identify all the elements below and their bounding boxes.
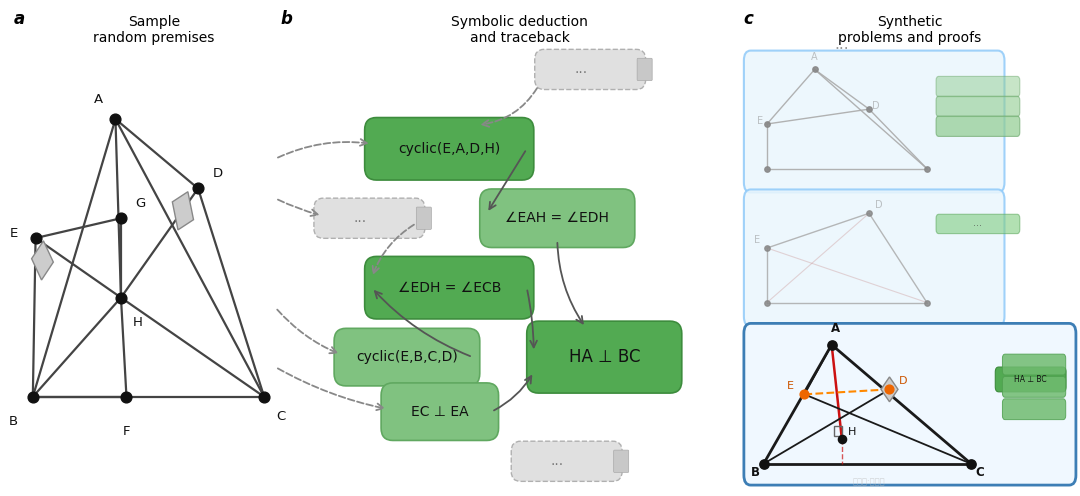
FancyBboxPatch shape bbox=[996, 367, 1066, 392]
Point bbox=[24, 393, 41, 401]
Text: A: A bbox=[94, 93, 104, 106]
FancyBboxPatch shape bbox=[613, 450, 629, 472]
FancyBboxPatch shape bbox=[365, 118, 534, 180]
Text: A: A bbox=[831, 322, 839, 335]
Text: ∠EAH = ∠EDH: ∠EAH = ∠EDH bbox=[505, 211, 609, 225]
Point bbox=[189, 185, 206, 192]
FancyBboxPatch shape bbox=[480, 189, 635, 248]
Point bbox=[758, 244, 775, 252]
Point bbox=[758, 165, 775, 173]
FancyBboxPatch shape bbox=[1002, 399, 1066, 420]
Text: A: A bbox=[811, 52, 818, 62]
Text: D: D bbox=[213, 167, 222, 180]
Text: 公众号·新智元: 公众号·新智元 bbox=[853, 477, 886, 486]
Point bbox=[823, 341, 840, 349]
Text: c: c bbox=[743, 10, 753, 28]
Text: D: D bbox=[872, 101, 880, 111]
Text: ∠EDH = ∠ECB: ∠EDH = ∠ECB bbox=[397, 281, 501, 295]
Text: E: E bbox=[754, 235, 760, 245]
FancyBboxPatch shape bbox=[334, 328, 480, 386]
Text: F: F bbox=[123, 425, 131, 438]
Text: HA ⊥ BC: HA ⊥ BC bbox=[568, 348, 640, 366]
FancyBboxPatch shape bbox=[744, 323, 1076, 485]
Text: EC ⊥ EA: EC ⊥ EA bbox=[411, 405, 469, 419]
FancyBboxPatch shape bbox=[314, 198, 424, 238]
Point bbox=[27, 234, 44, 242]
Point bbox=[918, 165, 935, 173]
Point bbox=[861, 105, 878, 113]
Text: Symbolic deduction
and traceback: Symbolic deduction and traceback bbox=[451, 15, 589, 45]
FancyBboxPatch shape bbox=[936, 96, 1020, 117]
FancyBboxPatch shape bbox=[1002, 354, 1066, 375]
Text: ...: ... bbox=[551, 454, 564, 468]
FancyBboxPatch shape bbox=[637, 58, 652, 80]
Text: Synthetic
problems and proofs: Synthetic problems and proofs bbox=[838, 15, 982, 45]
FancyBboxPatch shape bbox=[744, 189, 1004, 326]
Point bbox=[834, 435, 851, 443]
Text: E: E bbox=[787, 381, 794, 391]
FancyBboxPatch shape bbox=[381, 383, 499, 440]
Text: E: E bbox=[10, 227, 17, 240]
FancyBboxPatch shape bbox=[1002, 376, 1066, 397]
FancyBboxPatch shape bbox=[744, 51, 1004, 192]
Text: a: a bbox=[14, 10, 25, 28]
Point bbox=[918, 299, 935, 307]
Point bbox=[962, 460, 980, 468]
Point bbox=[796, 390, 813, 398]
Point bbox=[112, 214, 130, 222]
Text: cyclic(E,B,C,D): cyclic(E,B,C,D) bbox=[356, 350, 458, 364]
Polygon shape bbox=[881, 377, 897, 402]
Bar bbox=[835, 426, 842, 436]
Polygon shape bbox=[173, 192, 193, 230]
Point bbox=[758, 120, 775, 128]
Polygon shape bbox=[31, 241, 53, 280]
Text: E: E bbox=[757, 116, 764, 126]
Text: Sample
random premises: Sample random premises bbox=[93, 15, 215, 45]
FancyBboxPatch shape bbox=[936, 214, 1020, 234]
FancyBboxPatch shape bbox=[936, 76, 1020, 97]
Text: b: b bbox=[280, 10, 292, 28]
FancyBboxPatch shape bbox=[511, 441, 622, 481]
Text: ...: ... bbox=[835, 37, 849, 52]
FancyBboxPatch shape bbox=[416, 207, 431, 229]
Point bbox=[861, 209, 878, 217]
Text: H: H bbox=[848, 427, 856, 437]
Point bbox=[112, 294, 130, 302]
FancyBboxPatch shape bbox=[535, 50, 646, 90]
Point bbox=[107, 115, 124, 123]
Point bbox=[806, 65, 823, 73]
Text: D: D bbox=[876, 200, 883, 210]
Text: C: C bbox=[975, 466, 984, 479]
Point bbox=[881, 385, 899, 393]
FancyBboxPatch shape bbox=[365, 256, 534, 319]
FancyBboxPatch shape bbox=[936, 116, 1020, 136]
Point bbox=[256, 393, 273, 401]
Text: G: G bbox=[135, 197, 146, 210]
Text: B: B bbox=[9, 415, 18, 428]
Text: HA ⊥ BC: HA ⊥ BC bbox=[1014, 375, 1047, 384]
Text: B: B bbox=[751, 466, 759, 479]
Point bbox=[758, 299, 775, 307]
Text: cyclic(E,A,D,H): cyclic(E,A,D,H) bbox=[399, 142, 500, 156]
Text: ...: ... bbox=[575, 62, 588, 76]
Text: D: D bbox=[899, 376, 907, 386]
Text: ...: ... bbox=[973, 218, 983, 228]
Point bbox=[118, 393, 135, 401]
Text: H: H bbox=[133, 316, 143, 329]
FancyBboxPatch shape bbox=[527, 321, 681, 393]
Text: ...: ... bbox=[353, 211, 366, 225]
Point bbox=[755, 460, 772, 468]
Text: C: C bbox=[276, 410, 285, 423]
